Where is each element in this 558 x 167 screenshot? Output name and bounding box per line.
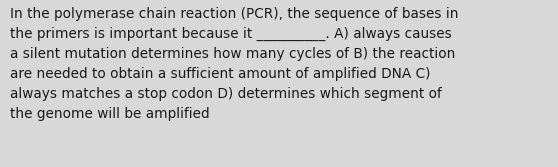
Text: In the polymerase chain reaction (PCR), the sequence of bases in
the primers is : In the polymerase chain reaction (PCR), … bbox=[10, 7, 459, 121]
